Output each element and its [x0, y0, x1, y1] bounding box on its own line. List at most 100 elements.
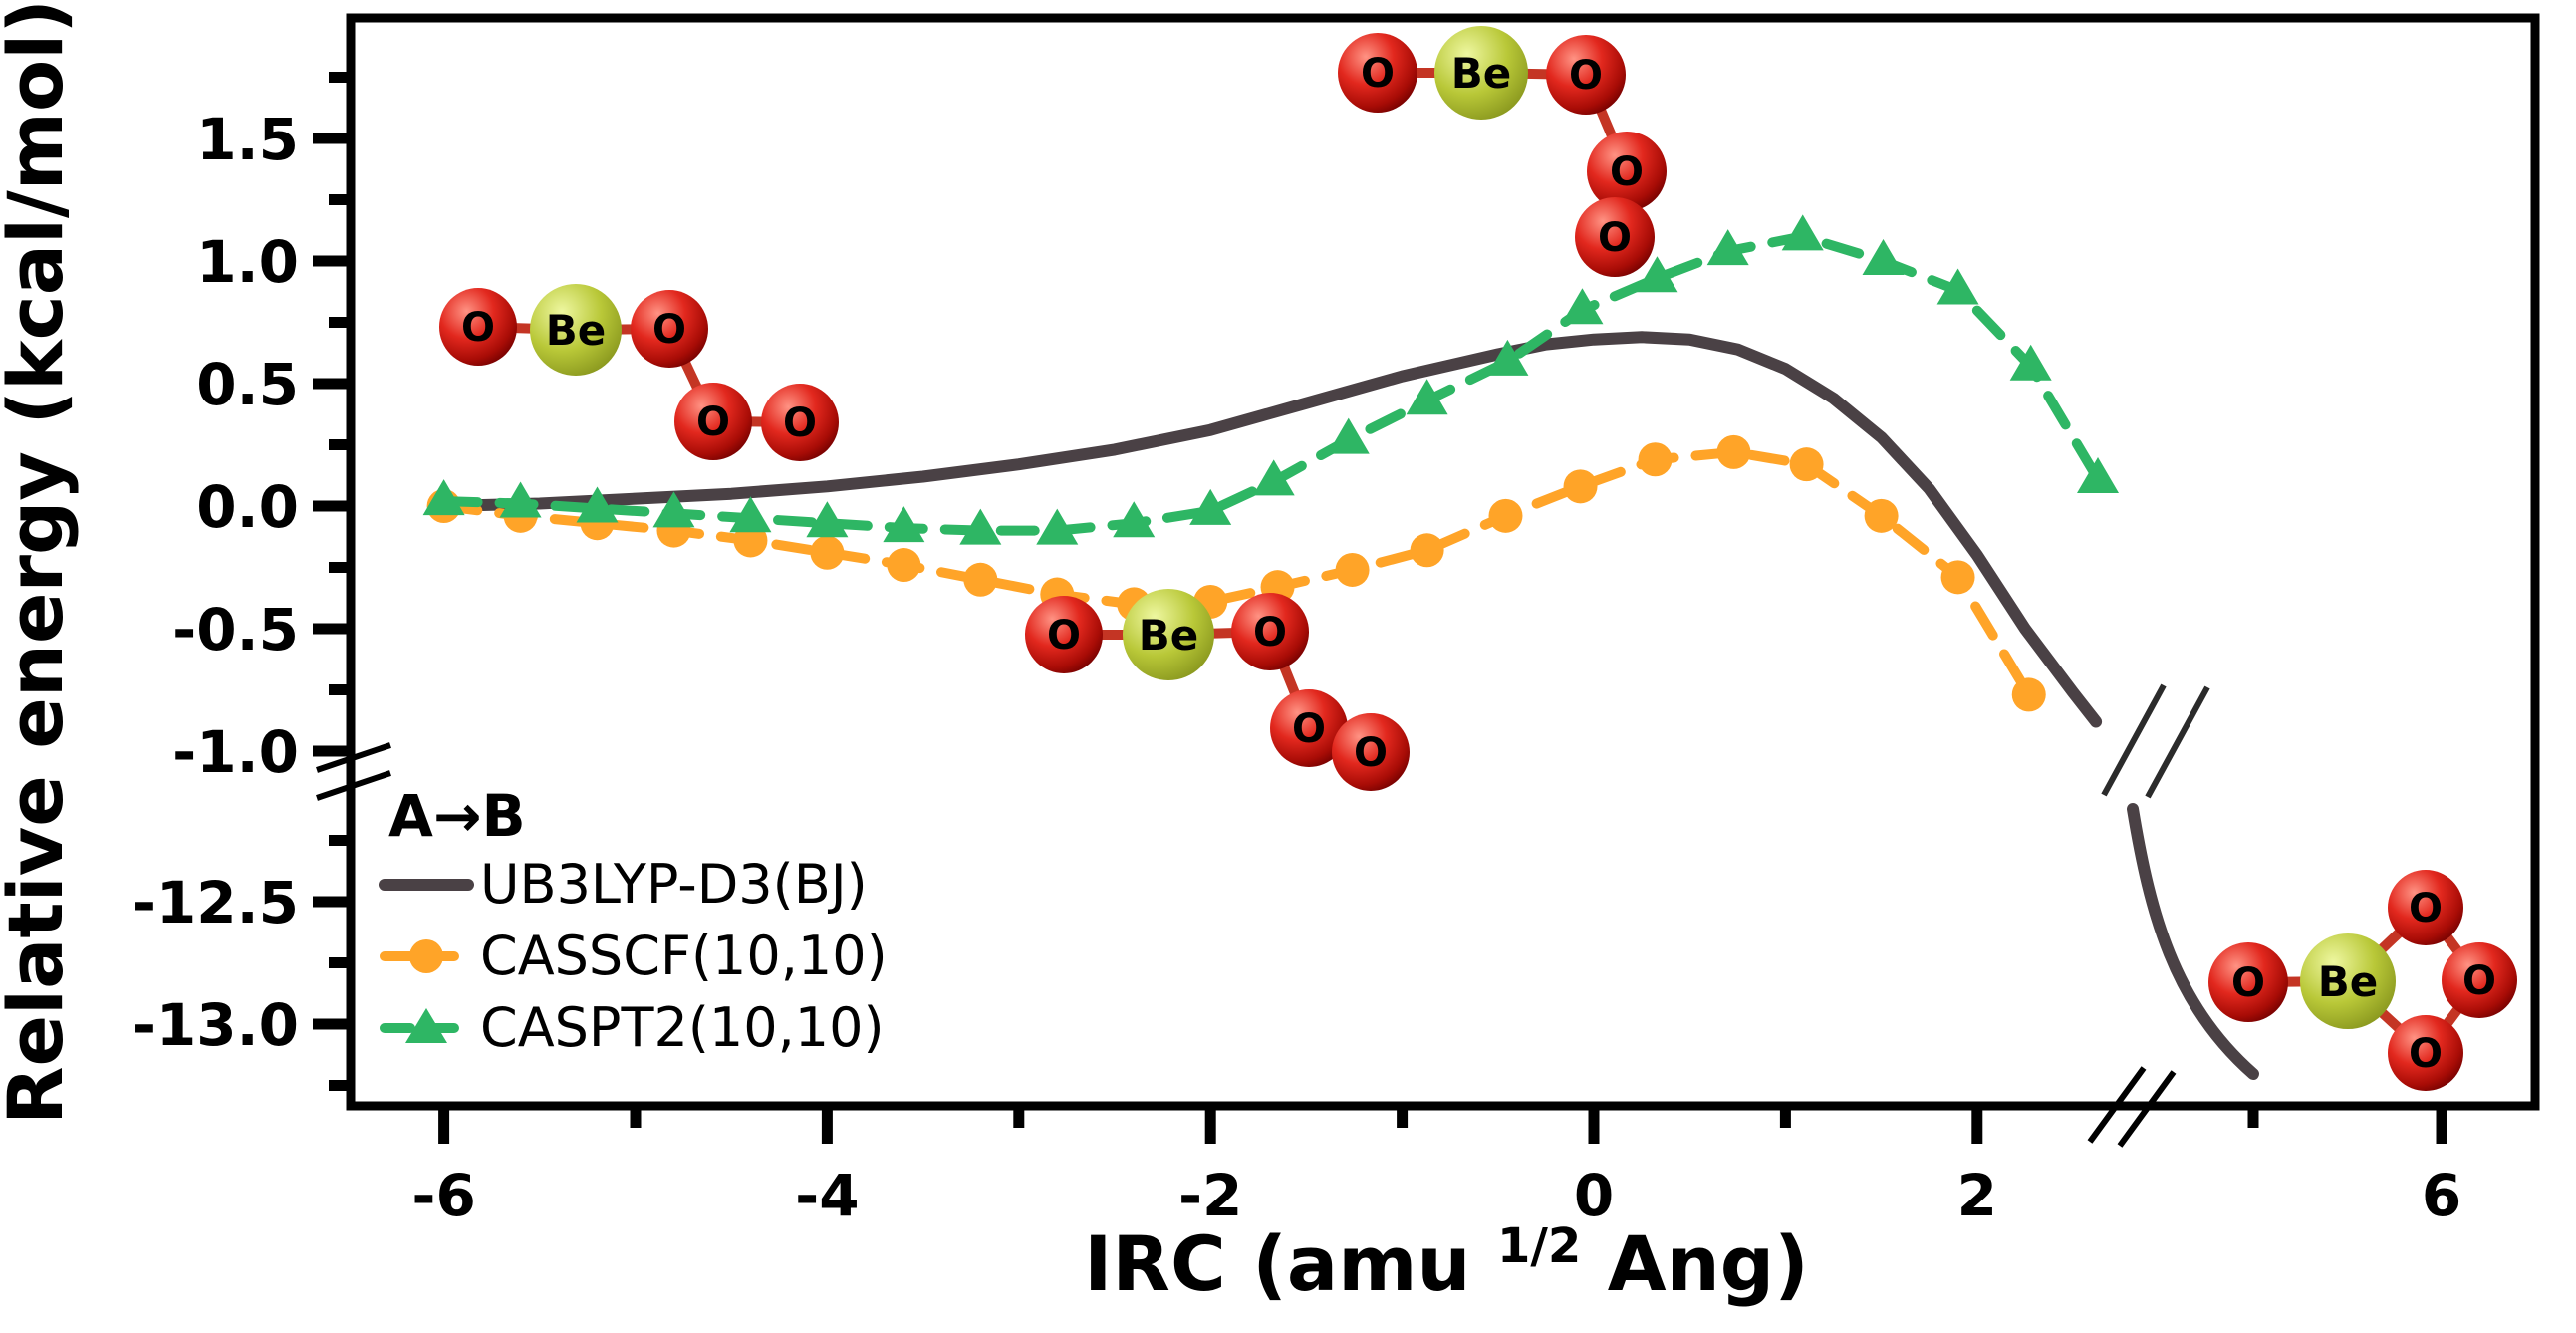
y-tick-label: 0.0 [196, 473, 299, 541]
data-point-triangle [652, 491, 695, 528]
axis-break-marks-layer [316, 683, 2210, 1148]
data-point-triangle [499, 481, 542, 518]
data-point-triangle [959, 508, 1002, 545]
y-tick-label: 1.5 [196, 106, 299, 173]
atom-O [674, 383, 752, 460]
data-point-circle [1563, 469, 1598, 504]
atom-label-O: O [652, 307, 686, 353]
atom-O [1338, 33, 1417, 113]
x-axis-title-sup: 1/2 [1497, 1218, 1581, 1274]
data-point-triangle [1252, 459, 1295, 496]
x-tick-label: 2 [1957, 1162, 1997, 1229]
y-tick-label: -0.5 [172, 596, 299, 664]
atom-label-O: O [1610, 149, 1644, 195]
data-point-circle [1638, 442, 1673, 477]
axes-layer [313, 13, 2540, 1144]
data-point-triangle [729, 496, 772, 533]
data-point-circle [1410, 533, 1444, 568]
series-line-0-post-break [2127, 803, 2259, 1080]
y-axis-break-mark [316, 742, 391, 773]
legend-label-casscf: CASSCF(10,10) [480, 925, 888, 987]
data-point-triangle [1862, 239, 1905, 275]
data-point-triangle [422, 479, 465, 516]
y-tick-label: -1.0 [172, 718, 299, 786]
atom-label-O: O [2231, 960, 2265, 1006]
atom-O [1332, 713, 1410, 791]
x-axis-break-mark [2087, 1066, 2147, 1144]
atom-label-O: O [2462, 958, 2496, 1004]
data-point-circle [1335, 552, 1370, 587]
data-point-triangle [2077, 456, 2120, 493]
molecule-reactant-A: O Be O O O [439, 284, 839, 461]
atom-Be [1123, 589, 1214, 680]
tick-labels-layer: 1.5 1.0 0.5 0.0 -0.5 -1.0 -12.5 -13.0 -6 -4 -2 0 2 6 [132, 106, 2461, 1229]
atom-O [631, 290, 708, 368]
y-tick-label: -12.5 [132, 869, 299, 936]
y-axis-title: Relative energy (kcal/mol) [0, 0, 80, 1125]
data-point-triangle [1936, 268, 1979, 305]
atom-O [1270, 689, 1348, 767]
atom-O [2208, 942, 2288, 1022]
x-axis-title: IRC (amu 1/2 Ang) [1084, 1192, 1809, 1308]
curves-layer [422, 214, 2259, 1080]
atom-O [1025, 596, 1103, 673]
atom-Be [1434, 26, 1528, 120]
data-point-triangle [1113, 501, 1156, 538]
legend-label-caspt2: CASPT2(10,10) [480, 996, 885, 1059]
data-point-triangle [1189, 488, 1232, 525]
series-line-1 [438, 446, 2034, 700]
data-point-circle [1864, 498, 1899, 533]
molecule-transition-top: O Be OOO [1338, 26, 1667, 277]
x-tick-label: -2 [1178, 1162, 1242, 1229]
x-axis-break-mark [2117, 1070, 2177, 1148]
atom-label-O: O [1598, 215, 1632, 261]
legend: A→B UB3LYP-D3(BJ) CASSCF(10,10) CASPT2(1… [379, 782, 888, 1059]
data-point-triangle [1561, 288, 1604, 325]
x-tick-label: 6 [2422, 1162, 2461, 1229]
series-line-0 [437, 331, 2103, 728]
y-tick-label: 1.0 [196, 228, 299, 296]
data-point-triangle [1706, 229, 1749, 266]
data-point-triangle [1406, 379, 1448, 415]
data-point-triangle [1636, 256, 1678, 293]
x-tick-label: 0 [1574, 1162, 1614, 1229]
atom-O [1587, 132, 1667, 211]
atom-label-O: O [1047, 613, 1081, 659]
atom-O [1575, 197, 1655, 277]
data-point-circle [2011, 677, 2046, 712]
data-point-triangle [1327, 417, 1370, 454]
atom-label-O: O [461, 305, 495, 351]
atom-label-O: O [1354, 730, 1388, 776]
atom-label-O: O [2409, 1031, 2443, 1077]
atom-label-O: O [783, 400, 817, 446]
plot-break-mark [2145, 685, 2210, 799]
data-point-circle [887, 548, 921, 583]
y-axis-break-mark [316, 770, 391, 801]
data-point-triangle [1486, 339, 1529, 376]
plot-break-mark [2101, 683, 2167, 797]
atom-O [761, 384, 839, 461]
atom-label-Be: Be [1451, 49, 1512, 98]
atom-label-O: O [2409, 886, 2443, 932]
x-axis-title-pre: IRC (amu [1084, 1219, 1470, 1308]
atom-label-Be: Be [1139, 611, 1199, 660]
legend-header: A→B [388, 782, 526, 850]
atom-label-O: O [1361, 51, 1395, 97]
y-tick-label: 0.5 [196, 351, 299, 418]
data-point-triangle [576, 486, 619, 523]
atom-O [1231, 593, 1309, 670]
legend-marker-circle [409, 939, 443, 973]
data-point-circle [810, 535, 845, 570]
x-tick-label: -6 [411, 1162, 475, 1229]
atom-label-O: O [1253, 610, 1287, 656]
atom-O [2388, 1015, 2463, 1091]
data-point-triangle [1781, 214, 1824, 251]
data-point-circle [1716, 434, 1751, 469]
atom-label-O: O [1292, 706, 1326, 752]
data-point-triangle [1036, 508, 1079, 545]
atom-O [1546, 35, 1626, 115]
atom-label-Be: Be [546, 306, 607, 355]
